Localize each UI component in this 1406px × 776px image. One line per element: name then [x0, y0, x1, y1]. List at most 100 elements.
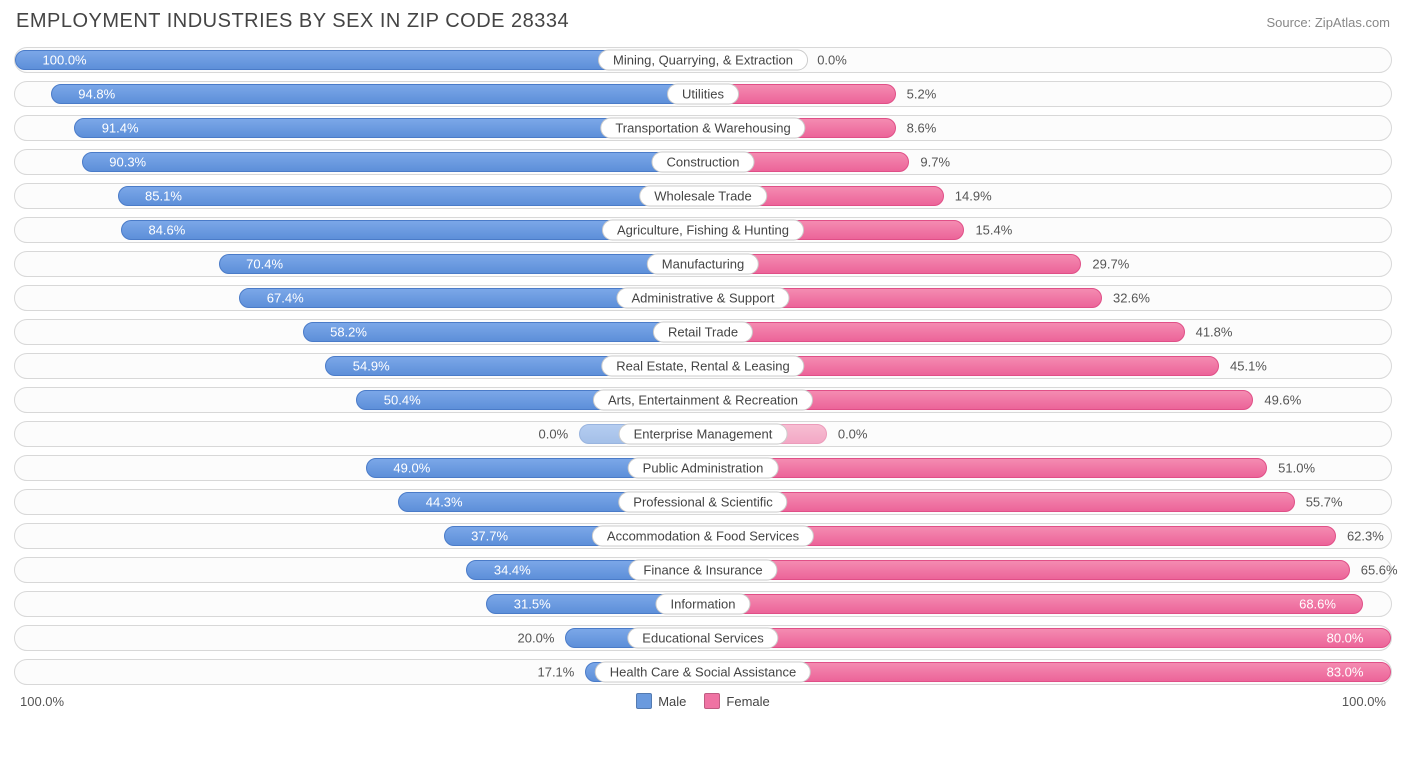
category-label: Educational Services	[627, 628, 778, 649]
male-value: 44.3%	[426, 495, 463, 510]
category-label: Transportation & Warehousing	[600, 118, 805, 139]
category-label: Retail Trade	[653, 322, 753, 343]
male-value: 85.1%	[145, 189, 182, 204]
male-value: 90.3%	[109, 155, 146, 170]
legend-female-label: Female	[726, 694, 769, 709]
category-label: Real Estate, Rental & Leasing	[601, 356, 804, 377]
legend-male-label: Male	[658, 694, 686, 709]
female-value: 5.2%	[907, 87, 937, 102]
female-value: 83.0%	[1327, 665, 1364, 680]
chart-row: 31.5% 68.6% Information	[14, 591, 1392, 617]
male-value: 54.9%	[353, 359, 390, 374]
female-swatch-icon	[704, 693, 720, 709]
chart-row: 0.0% 0.0% Enterprise Management	[14, 421, 1392, 447]
male-bar	[219, 254, 703, 274]
category-label: Construction	[652, 152, 755, 173]
male-value: 20.0%	[518, 631, 555, 646]
chart-source: Source: ZipAtlas.com	[1266, 15, 1390, 30]
category-label: Information	[655, 594, 750, 615]
male-value: 84.6%	[148, 223, 185, 238]
female-bar	[703, 628, 1391, 648]
axis-right-max: 100.0%	[1342, 694, 1386, 709]
chart-row: 91.4% 8.6% Transportation & Warehousing	[14, 115, 1392, 141]
female-bar	[703, 458, 1267, 478]
chart-row: 67.4% 32.6% Administrative & Support	[14, 285, 1392, 311]
female-value: 0.0%	[838, 427, 868, 442]
female-bar	[703, 560, 1350, 580]
male-value: 58.2%	[330, 325, 367, 340]
male-value: 0.0%	[539, 427, 569, 442]
male-value: 67.4%	[267, 291, 304, 306]
category-label: Professional & Scientific	[618, 492, 787, 513]
male-value: 50.4%	[384, 393, 421, 408]
axis-left-max: 100.0%	[20, 694, 64, 709]
category-label: Mining, Quarrying, & Extraction	[598, 50, 808, 71]
female-value: 41.8%	[1196, 325, 1233, 340]
female-value: 55.7%	[1306, 495, 1343, 510]
chart-row: 100.0% 0.0% Mining, Quarrying, & Extractio…	[14, 47, 1392, 73]
category-label: Utilities	[667, 84, 739, 105]
chart-row: 20.0% 80.0% Educational Services	[14, 625, 1392, 651]
female-value: 9.7%	[920, 155, 950, 170]
male-value: 94.8%	[78, 87, 115, 102]
chart-row: 37.7%62.3%Accommodation & Food Services	[14, 523, 1392, 549]
chart-row: 94.8% 5.2% Utilities	[14, 81, 1392, 107]
female-value: 32.6%	[1113, 291, 1150, 306]
legend-item-female: Female	[704, 693, 769, 709]
male-bar	[118, 186, 703, 206]
chart-row: 58.2% 41.8% Retail Trade	[14, 319, 1392, 345]
female-value: 51.0%	[1278, 461, 1315, 476]
male-value: 31.5%	[514, 597, 551, 612]
female-bar	[703, 492, 1295, 512]
male-value: 34.4%	[494, 563, 531, 578]
female-value: 14.9%	[955, 189, 992, 204]
category-label: Health Care & Social Assistance	[595, 662, 811, 683]
chart-row: 49.0% 51.0% Public Administration	[14, 455, 1392, 481]
female-bar	[703, 322, 1185, 342]
female-value: 49.6%	[1264, 393, 1301, 408]
chart-title: EMPLOYMENT INDUSTRIES BY SEX IN ZIP CODE…	[16, 10, 569, 33]
female-value: 0.0%	[817, 53, 847, 68]
male-bar	[82, 152, 703, 172]
female-value: 62.3%	[1347, 529, 1384, 544]
category-label: Manufacturing	[647, 254, 759, 275]
chart-row: 44.3% 55.7% Professional & Scientific	[14, 489, 1392, 515]
female-value: 15.4%	[975, 223, 1012, 238]
female-value: 80.0%	[1327, 631, 1364, 646]
chart-row: 17.1% 83.0% Health Care & Social Assistanc…	[14, 659, 1392, 685]
female-value: 29.7%	[1092, 257, 1129, 272]
male-bar	[51, 84, 703, 104]
female-value: 8.6%	[907, 121, 937, 136]
category-label: Wholesale Trade	[639, 186, 767, 207]
chart-header: EMPLOYMENT INDUSTRIES BY SEX IN ZIP CODE…	[14, 10, 1392, 33]
female-bar	[703, 254, 1081, 274]
female-value: 68.6%	[1299, 597, 1336, 612]
male-swatch-icon	[636, 693, 652, 709]
chart-row: 34.4%65.6%Finance & Insurance	[14, 557, 1392, 583]
male-value: 17.1%	[537, 665, 574, 680]
chart-row: 70.4% 29.7% Manufacturing	[14, 251, 1392, 277]
female-value: 45.1%	[1230, 359, 1267, 374]
legend-item-male: Male	[636, 693, 686, 709]
male-value: 37.7%	[471, 529, 508, 544]
chart-row: 90.3% 9.7% Construction	[14, 149, 1392, 175]
category-label: Arts, Entertainment & Recreation	[593, 390, 813, 411]
chart-row: 54.9% 45.1% Real Estate, Rental & Leasing	[14, 353, 1392, 379]
female-bar	[703, 594, 1363, 614]
category-label: Agriculture, Fishing & Hunting	[602, 220, 804, 241]
chart-footer: 100.0% Male Female 100.0%	[14, 693, 1392, 709]
female-value: 65.6%	[1361, 563, 1398, 578]
male-value: 100.0%	[43, 53, 87, 68]
chart-row: 85.1% 14.9% Wholesale Trade	[14, 183, 1392, 209]
chart-area: 100.0% 0.0% Mining, Quarrying, & Extractio…	[14, 47, 1392, 685]
category-label: Public Administration	[628, 458, 779, 479]
category-label: Finance & Insurance	[628, 560, 777, 581]
category-label: Enterprise Management	[619, 424, 788, 445]
chart-row: 50.4% 49.6% Arts, Entertainment & Recreati…	[14, 387, 1392, 413]
category-label: Administrative & Support	[616, 288, 789, 309]
chart-row: 84.6% 15.4% Agriculture, Fishing & Hunting	[14, 217, 1392, 243]
male-value: 70.4%	[246, 257, 283, 272]
legend: Male Female	[636, 693, 770, 709]
male-value: 91.4%	[102, 121, 139, 136]
male-value: 49.0%	[393, 461, 430, 476]
